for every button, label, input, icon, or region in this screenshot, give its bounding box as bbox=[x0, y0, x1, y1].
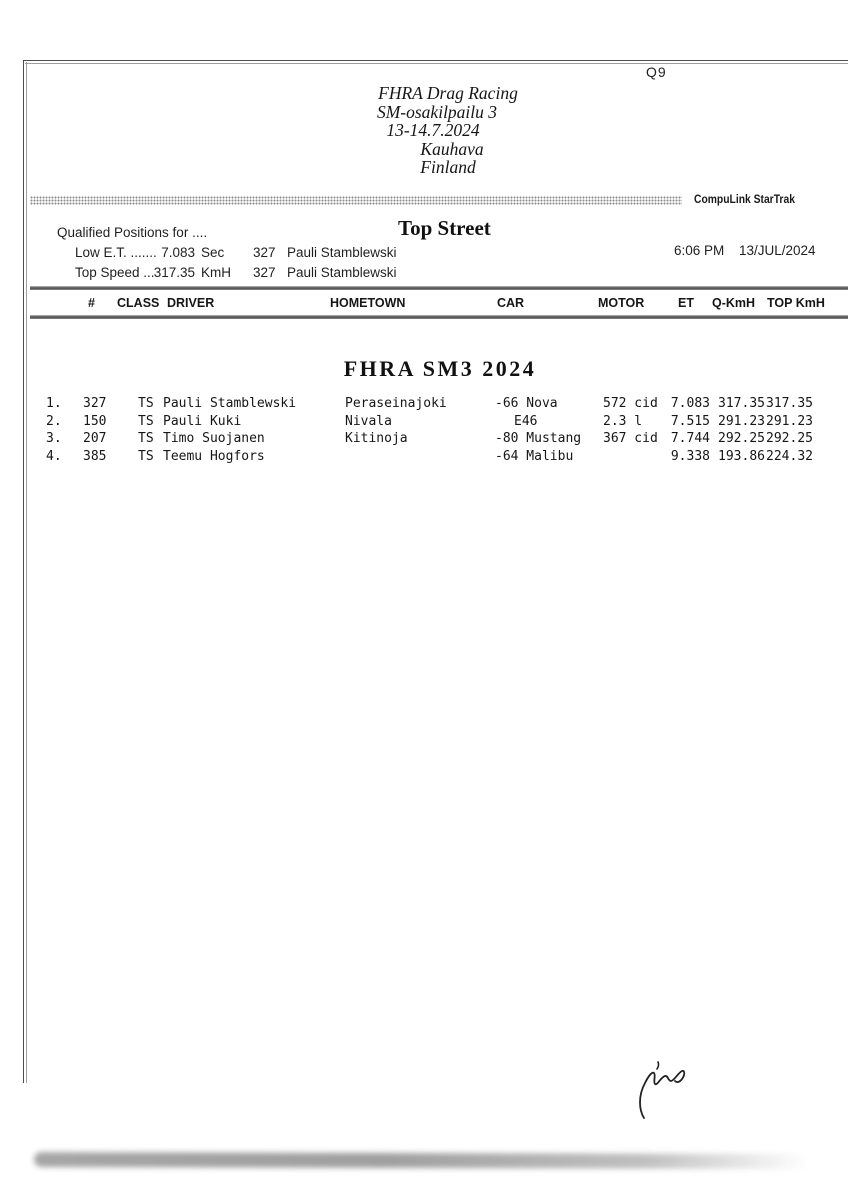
results-rule-top bbox=[30, 286, 848, 290]
low-et-car-number: 327 bbox=[253, 245, 276, 260]
cell-driver: Teemu Hogfors bbox=[163, 449, 265, 464]
cell-qkmh: 317.35 bbox=[718, 396, 765, 411]
print-time: 6:06 PM bbox=[674, 243, 725, 258]
cell-qkmh: 193.86 bbox=[718, 449, 765, 464]
column-header-car: CAR bbox=[497, 296, 525, 310]
event-date-line: 13-14.7.2024 bbox=[386, 120, 480, 140]
cell-et: 9.338 bbox=[670, 449, 710, 464]
cell-topkmh: 291.23 bbox=[766, 414, 813, 429]
column-header-et: ET bbox=[678, 296, 694, 310]
brand-label: CompuLink StarTrak bbox=[694, 192, 795, 206]
low-et-unit: Sec bbox=[201, 245, 225, 260]
cell-hometown: Nivala bbox=[345, 414, 392, 429]
column-header-number: # bbox=[88, 296, 95, 310]
event-round-line: SM-osakilpailu 3 bbox=[376, 101, 498, 122]
cell-car-number: 327 bbox=[83, 396, 107, 411]
cell-hometown: Peraseinajoki bbox=[345, 396, 447, 411]
cell-motor: 572 cid bbox=[603, 396, 658, 411]
cell-position: 4. bbox=[46, 449, 62, 464]
cell-driver: Pauli Stamblewski bbox=[163, 396, 297, 411]
cell-car: -64 Malibu bbox=[495, 449, 574, 464]
signature-icon bbox=[639, 1061, 686, 1119]
low-et-label: Low E.T. ....... bbox=[75, 245, 157, 260]
cell-class: TS bbox=[138, 449, 154, 464]
column-header-topkmh: TOP KmH bbox=[767, 296, 825, 310]
page-marker: Q9 bbox=[646, 64, 667, 80]
top-speed-label: Top Speed ... bbox=[75, 265, 155, 280]
cell-car-number: 207 bbox=[83, 431, 107, 446]
cell-motor: 367 cid bbox=[603, 431, 658, 446]
cell-position: 2. bbox=[46, 414, 62, 429]
event-header: FHRA Drag Racing SM-osakilpailu 3 13-14.… bbox=[310, 84, 590, 177]
cell-et: 7.515 bbox=[670, 414, 710, 429]
cell-et: 7.744 bbox=[670, 431, 710, 446]
cell-topkmh: 292.25 bbox=[766, 431, 813, 446]
event-city-line: Kauhava bbox=[420, 138, 484, 159]
top-speed-unit: KmH bbox=[201, 265, 231, 280]
cell-topkmh: 317.35 bbox=[766, 396, 813, 411]
column-header-driver: DRIVER bbox=[167, 296, 215, 310]
cell-qkmh: 292.25 bbox=[718, 431, 765, 446]
cell-car: E46 bbox=[514, 414, 538, 429]
low-et-driver: Pauli Stamblewski bbox=[287, 245, 397, 260]
top-speed-driver: Pauli Stamblewski bbox=[287, 265, 397, 280]
cell-motor: 2.3 l bbox=[603, 414, 643, 429]
page-border-top bbox=[23, 60, 848, 61]
cell-car: -66 Nova bbox=[495, 396, 558, 411]
column-header-motor: MOTOR bbox=[598, 296, 645, 310]
scanner-shadow bbox=[33, 1151, 817, 1170]
cell-qkmh: 291.23 bbox=[718, 414, 765, 429]
event-title: FHRA SM3 2024 bbox=[343, 356, 537, 381]
top-speed-value: 317.35 bbox=[153, 265, 195, 280]
cell-car-number: 150 bbox=[83, 414, 107, 429]
cell-hometown: Kitinoja bbox=[345, 431, 408, 446]
top-speed-car-number: 327 bbox=[253, 265, 276, 280]
halftone-divider bbox=[30, 196, 682, 205]
cell-class: TS bbox=[138, 396, 154, 411]
results-rule-bottom bbox=[30, 315, 848, 319]
column-header-class: CLASS bbox=[117, 296, 160, 310]
page-border-left-shadow bbox=[26, 62, 27, 1083]
cell-driver: Pauli Kuki bbox=[163, 414, 242, 429]
cell-driver: Timo Suojanen bbox=[163, 431, 265, 446]
event-name-line: FHRA Drag Racing bbox=[378, 83, 518, 103]
cell-class: TS bbox=[138, 431, 154, 446]
cell-class: TS bbox=[138, 414, 154, 429]
print-date: 13/JUL/2024 bbox=[739, 243, 816, 258]
page-border-top-shadow bbox=[25, 63, 848, 64]
low-et-value: 7.083 bbox=[161, 245, 195, 260]
cell-car-number: 385 bbox=[83, 449, 107, 464]
cell-position: 3. bbox=[46, 431, 62, 446]
cell-et: 7.083 bbox=[670, 396, 710, 411]
column-header-qkmh: Q-KmH bbox=[712, 296, 756, 310]
page-border-left bbox=[23, 60, 24, 1083]
qualified-positions-label: Qualified Positions for .... bbox=[57, 225, 208, 240]
cell-topkmh: 224.32 bbox=[766, 449, 813, 464]
cell-position: 1. bbox=[46, 396, 62, 411]
column-header-hometown: HOMETOWN bbox=[330, 296, 406, 310]
event-country-line: Finland bbox=[420, 157, 476, 177]
cell-car: -80 Mustang bbox=[495, 431, 582, 446]
class-title: Top Street bbox=[398, 216, 491, 240]
